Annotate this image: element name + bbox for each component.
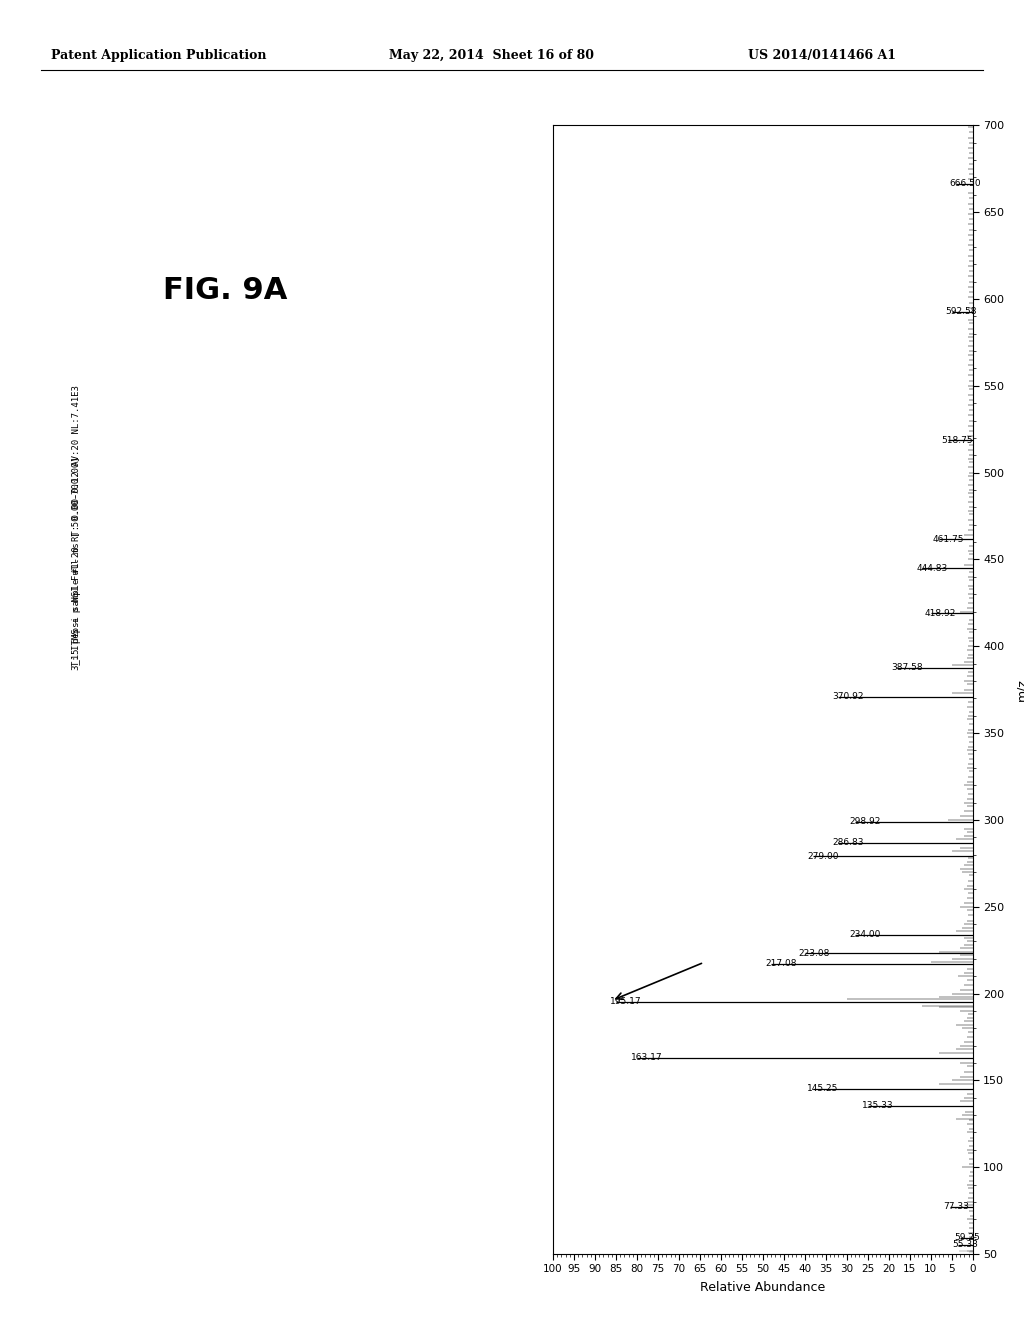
Text: 518.75: 518.75 xyxy=(941,436,973,445)
Y-axis label: m/z: m/z xyxy=(1016,678,1024,701)
Text: FIG. 9A: FIG. 9A xyxy=(163,276,288,305)
Text: US 2014/0141466 A1: US 2014/0141466 A1 xyxy=(748,49,896,62)
Text: 77.33: 77.33 xyxy=(943,1203,970,1210)
Text: 195.17: 195.17 xyxy=(609,998,641,1006)
Text: 418.92: 418.92 xyxy=(925,609,955,618)
Text: 666.50: 666.50 xyxy=(949,180,981,187)
Text: May 22, 2014  Sheet 16 of 80: May 22, 2014 Sheet 16 of 80 xyxy=(389,49,594,62)
Text: 145.25: 145.25 xyxy=(807,1084,839,1093)
Text: 370.92: 370.92 xyxy=(833,692,863,701)
Text: 59.25: 59.25 xyxy=(954,1233,980,1242)
Text: 163.17: 163.17 xyxy=(631,1053,663,1063)
X-axis label: Relative Abundance: Relative Abundance xyxy=(700,1282,825,1295)
Text: 234.00: 234.00 xyxy=(849,931,881,939)
Text: Patent Application Publication: Patent Application Publication xyxy=(51,49,266,62)
Text: 217.08: 217.08 xyxy=(765,960,797,969)
Text: 592.58: 592.58 xyxy=(945,308,977,317)
Text: 286.83: 286.83 xyxy=(833,838,863,847)
Text: 223.08: 223.08 xyxy=(799,949,829,958)
Text: 135.33: 135.33 xyxy=(861,1101,893,1110)
Text: 3_15 pepsi sample #1-20 RT: 0.00-0.12 AV:20 NL:7.41E3: 3_15 pepsi sample #1-20 RT: 0.00-0.12 AV… xyxy=(72,385,81,671)
Text: T: ITMS + p NSI Full ms [ 50.00-700.00]: T: ITMS + p NSI Full ms [ 50.00-700.00] xyxy=(72,457,81,665)
Text: 461.75: 461.75 xyxy=(933,535,965,544)
Text: 298.92: 298.92 xyxy=(849,817,881,826)
Text: 55.33: 55.33 xyxy=(952,1241,978,1249)
Text: 444.83: 444.83 xyxy=(916,564,947,573)
Text: 279.00: 279.00 xyxy=(807,851,839,861)
Text: 387.58: 387.58 xyxy=(891,664,923,672)
